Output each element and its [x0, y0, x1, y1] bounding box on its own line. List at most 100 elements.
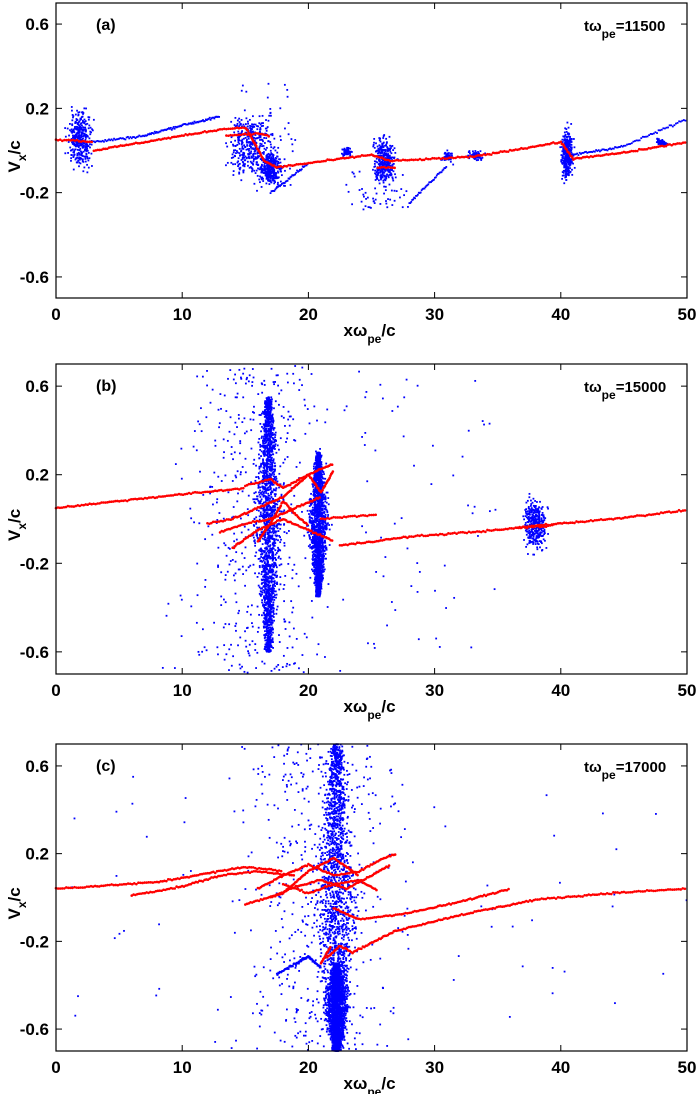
particle-point: [568, 139, 571, 142]
particle-point: [400, 188, 403, 190]
particle-point: [263, 509, 265, 512]
particle-point: [263, 433, 266, 436]
tracked-point: [469, 154, 472, 158]
particle-point: [577, 154, 580, 156]
particle-point: [259, 535, 262, 537]
particle-point: [269, 551, 272, 554]
particle-point: [566, 167, 569, 170]
particle-point: [374, 172, 376, 175]
particle-point: [345, 183, 348, 186]
particle-point: [277, 185, 280, 188]
particle-point: [248, 149, 250, 152]
tracked-point: [378, 166, 382, 169]
tracked-point: [239, 126, 243, 130]
particle-point: [268, 605, 271, 607]
tracked-point: [241, 132, 245, 136]
particle-point: [665, 142, 667, 144]
particle-point: [271, 413, 274, 416]
particle-point: [272, 611, 275, 614]
particle-point: [119, 137, 122, 139]
particle-point: [316, 535, 319, 538]
particle-point: [72, 115, 75, 117]
tracked-point: [218, 127, 222, 131]
particle-point: [272, 189, 275, 192]
particle-point: [269, 594, 271, 597]
particle-point: [269, 455, 272, 458]
particle-point: [274, 479, 277, 482]
tracked-point: [328, 158, 331, 162]
particle-point: [373, 141, 375, 144]
particle-point: [373, 202, 376, 205]
particle-point: [71, 148, 74, 151]
particle-point: [474, 153, 477, 156]
particle-point: [264, 540, 267, 543]
particle-point: [264, 464, 267, 467]
particle-point: [270, 457, 273, 460]
particle-point: [237, 160, 240, 163]
particle-point: [278, 184, 280, 187]
particle-point: [279, 107, 282, 110]
particle-point: [244, 159, 247, 162]
particle-point: [296, 169, 298, 172]
particle-point: [381, 168, 383, 171]
particle-point: [664, 127, 666, 130]
particle-point: [140, 135, 143, 138]
particle-point: [260, 437, 263, 439]
particle-point: [266, 646, 268, 649]
particle-point: [276, 527, 279, 530]
particle-point: [291, 143, 294, 146]
particle-point: [89, 130, 92, 133]
particle-point: [246, 160, 249, 163]
particle-point: [247, 156, 250, 159]
particle-point: [92, 140, 95, 143]
particle-point: [183, 123, 185, 125]
particle-point: [254, 172, 257, 174]
particle-point: [241, 158, 244, 160]
particle-point: [242, 171, 245, 174]
particle-point: [570, 141, 573, 143]
particle-point: [274, 582, 276, 585]
particle-point: [263, 461, 265, 464]
particle-point: [262, 578, 265, 581]
particle-point: [254, 498, 256, 501]
particle-point: [313, 520, 316, 523]
particle-point: [266, 595, 269, 598]
particle-point: [265, 513, 267, 516]
particle-point: [240, 139, 243, 142]
particle-point: [271, 585, 274, 588]
particle-point: [89, 143, 91, 146]
particle-point: [266, 398, 269, 401]
particle-point: [378, 160, 381, 163]
particle-point: [242, 153, 245, 156]
particle-point: [599, 150, 601, 153]
particle-point: [265, 639, 268, 642]
particle-point: [73, 143, 76, 146]
particle-point: [273, 544, 275, 547]
particle-point: [260, 165, 263, 168]
particle-point: [410, 200, 413, 203]
particle-point: [249, 127, 251, 129]
particle-point: [274, 571, 277, 574]
particle-point: [265, 154, 268, 157]
particle-point: [267, 576, 270, 579]
tracked-point: [98, 148, 101, 152]
particle-point: [248, 141, 250, 144]
particle-point: [267, 412, 270, 414]
particle-point: [270, 114, 272, 117]
particle-point: [372, 143, 375, 146]
particle-point: [239, 135, 241, 138]
particle-point: [173, 127, 176, 130]
particle-point: [276, 506, 279, 509]
particle-point: [274, 445, 276, 447]
tracked-point: [416, 158, 420, 162]
particle-point: [390, 145, 393, 148]
particle-point: [305, 164, 308, 167]
particle-point: [564, 154, 567, 157]
particle-point: [264, 598, 267, 600]
particle-point: [271, 568, 273, 571]
particle-point: [271, 563, 274, 566]
particle-point: [238, 171, 241, 174]
particle-point: [165, 129, 168, 131]
particle-point: [78, 158, 81, 161]
particle-point: [265, 618, 268, 621]
